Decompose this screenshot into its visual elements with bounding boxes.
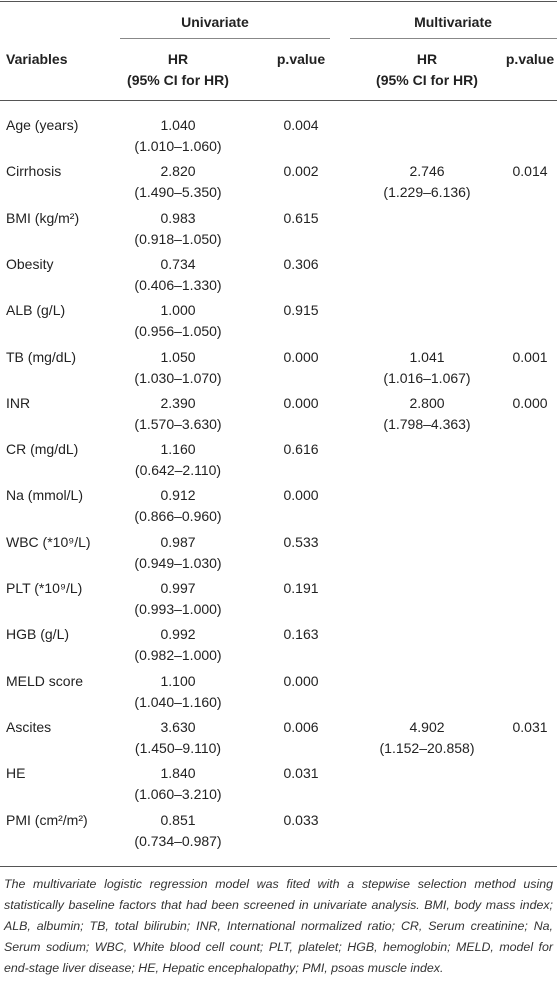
p-value: 0.001 — [512, 348, 548, 365]
hr-value: 0.912 — [160, 487, 196, 504]
hr-value: 0.992 — [160, 626, 196, 643]
ci-value: (1.040–1.160) — [134, 693, 222, 710]
p-value: 0.031 — [512, 718, 548, 735]
variable-name: ALB (g/L) — [6, 302, 66, 319]
p-value: 0.615 — [283, 209, 319, 226]
p-value: 0.000 — [283, 672, 319, 689]
ci-value: (1.030–1.070) — [134, 369, 222, 386]
column-header: (95% CI for HR) — [376, 72, 478, 88]
ci-value: (1.450–9.110) — [134, 739, 222, 756]
column-header: p.value — [505, 51, 555, 67]
p-value: 0.004 — [283, 117, 319, 133]
p-value: 0.006 — [283, 718, 319, 735]
ci-value: (0.642–2.110) — [134, 462, 222, 479]
hr-value: 0.983 — [160, 209, 196, 226]
hr-value: 1.000 — [160, 302, 196, 319]
p-value: 0.533 — [283, 533, 319, 550]
variable-name: HE — [6, 765, 26, 782]
ci-value: (0.993–1.000) — [134, 601, 222, 617]
variable-name: Cirrhosis — [6, 163, 62, 180]
hr-value: 2.820 — [160, 163, 196, 180]
p-value: 0.033 — [283, 811, 319, 828]
variable-name: HGB (g/L) — [6, 626, 70, 643]
group-rule — [120, 38, 330, 39]
group-header: Univariate — [181, 14, 249, 30]
hr-value: 4.902 — [409, 718, 445, 735]
ci-value: (1.060–3.210) — [134, 786, 222, 803]
group-header: Multivariate — [414, 14, 492, 30]
ci-value: (1.010–1.060) — [134, 138, 222, 154]
variable-name: Age (years) — [6, 117, 79, 133]
variable-name: Ascites — [6, 718, 52, 735]
top-rule — [0, 1, 557, 2]
column-header: p.value — [276, 51, 326, 67]
hr-value: 1.160 — [160, 441, 196, 458]
variable-name: WBC (*10⁹/L) — [6, 533, 91, 550]
bottom-rule — [0, 866, 557, 867]
ci-value: (0.734–0.987) — [134, 832, 222, 849]
group-rule — [350, 38, 557, 39]
hr-value: 0.851 — [160, 811, 196, 828]
ci-value: (1.016–1.067) — [383, 369, 471, 386]
hr-value: 1.041 — [409, 348, 445, 365]
p-value: 0.163 — [283, 626, 319, 643]
hr-value: 1.100 — [160, 672, 196, 689]
ci-value: (1.570–3.630) — [134, 415, 222, 432]
ci-value: (1.490–5.350) — [134, 184, 222, 201]
hr-value: 2.746 — [409, 163, 445, 180]
p-value: 0.191 — [283, 580, 319, 596]
ci-value: (0.982–1.000) — [134, 647, 222, 664]
header-rule — [0, 100, 557, 101]
p-value: 0.306 — [283, 255, 319, 272]
column-header: (95% CI for HR) — [127, 72, 229, 88]
ci-value: (1.798–4.363) — [383, 415, 471, 432]
variable-name: MELD score — [6, 672, 84, 689]
column-header: HR — [416, 51, 438, 67]
hr-value: 3.630 — [160, 718, 196, 735]
ci-value: (0.866–0.960) — [134, 508, 222, 525]
ci-value: (1.152–20.858) — [379, 739, 475, 756]
ci-value: (0.949–1.030) — [134, 554, 222, 571]
hr-value: 1.840 — [160, 765, 196, 782]
variable-name: Obesity — [6, 255, 54, 272]
variable-name: BMI (kg/m²) — [6, 209, 80, 226]
variable-name: INR — [6, 394, 31, 411]
hr-value: 0.734 — [160, 255, 196, 272]
p-value: 0.014 — [512, 163, 548, 180]
ci-value: (0.956–1.050) — [134, 323, 222, 340]
hr-value: 2.800 — [409, 394, 445, 411]
footnote: The multivariate logistic regression mod… — [4, 877, 553, 975]
p-value: 0.915 — [283, 302, 319, 319]
ci-value: (0.918–1.050) — [134, 230, 222, 247]
p-value: 0.616 — [283, 441, 319, 458]
p-value: 0.002 — [283, 163, 319, 180]
column-header: HR — [167, 51, 189, 67]
variable-name: CR (mg/dL) — [6, 441, 79, 458]
hr-value: 0.987 — [160, 533, 196, 550]
hr-value: 0.997 — [160, 580, 196, 596]
hr-value: 1.050 — [160, 348, 196, 365]
variable-name: PLT (*10⁹/L) — [6, 580, 83, 596]
ci-value: (1.229–6.136) — [383, 184, 471, 201]
column-header: Variables — [6, 51, 68, 67]
variable-name: PMI (cm²/m²) — [6, 811, 88, 828]
p-value: 0.000 — [283, 394, 319, 411]
ci-value: (0.406–1.330) — [134, 276, 222, 293]
p-value: 0.000 — [283, 487, 319, 504]
p-value: 0.031 — [283, 765, 319, 782]
p-value: 0.000 — [512, 394, 548, 411]
hr-value: 1.040 — [160, 117, 196, 133]
hr-value: 2.390 — [160, 394, 196, 411]
variable-name: TB (mg/dL) — [6, 348, 77, 365]
variable-name: Na (mmol/L) — [6, 487, 84, 504]
p-value: 0.000 — [283, 348, 319, 365]
